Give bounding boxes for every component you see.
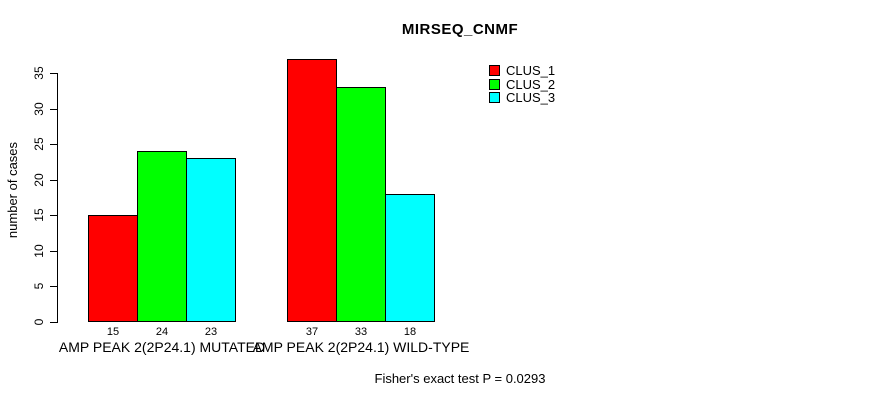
y-axis-line [57, 73, 58, 323]
bar-value-label: 33 [354, 326, 368, 338]
bar-value-label: 15 [106, 326, 120, 338]
legend-swatch-clus_1 [489, 65, 500, 76]
y-tick-label: 5 [32, 283, 46, 290]
bar-clus_2 [336, 87, 386, 322]
bar-value-label: 18 [403, 326, 417, 338]
bar-clus_1 [287, 58, 337, 322]
y-tick-mark [50, 108, 57, 110]
legend-label: CLUS_3 [506, 90, 556, 105]
x-category-label: AMP PEAK 2(2P24.1) MUTATED [58, 339, 266, 355]
bar-value-label: 37 [305, 326, 319, 338]
chart-title: MIRSEQ_CNMF [401, 21, 519, 38]
y-tick-label: 25 [32, 137, 46, 151]
bar-clus_1 [88, 215, 138, 322]
y-tick-label: 0 [32, 318, 46, 326]
y-tick-label: 30 [32, 101, 46, 116]
y-tick-label: 20 [32, 173, 46, 187]
y-tick-mark [50, 179, 57, 181]
legend-label: CLUS_1 [506, 63, 556, 78]
legend-swatch-clus_3 [489, 92, 500, 103]
y-tick-mark [50, 250, 57, 252]
y-tick-label: 15 [32, 208, 46, 222]
x-category-label: AMP PEAK 2(2P24.1) WILD-TYPE [252, 339, 470, 355]
y-tick-mark [50, 286, 57, 288]
legend-label: CLUS_2 [506, 76, 556, 92]
bar-clus_3 [186, 158, 236, 322]
y-tick-label: 10 [32, 244, 46, 258]
y-tick-label: 35 [32, 66, 46, 80]
y-axis-label: number of cases [5, 141, 20, 239]
legend-swatch-clus_2 [489, 78, 500, 90]
y-tick-mark [50, 322, 57, 323]
y-tick-mark [50, 215, 57, 217]
bar-clus_3 [385, 193, 435, 322]
y-tick-mark [50, 144, 57, 146]
bar-clus_2 [137, 151, 187, 322]
annotation-fisher-test: Fisher's exact test P = 0.0293 [374, 371, 546, 386]
y-tick-mark [50, 73, 57, 74]
bar-value-label: 24 [155, 326, 169, 338]
bar-value-label: 23 [204, 326, 218, 338]
